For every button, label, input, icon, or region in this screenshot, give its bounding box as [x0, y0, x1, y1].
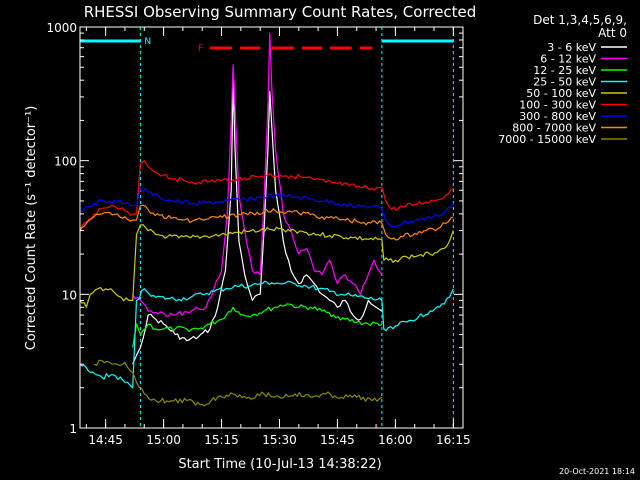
legend-label-3: 25 - 50 keV [533, 76, 596, 89]
series-line-7 [79, 204, 454, 241]
series-line-1 [132, 32, 383, 317]
footer-timestamp: 20-Oct-2021 18:14 [559, 467, 635, 476]
legend-label-5: 100 - 300 keV [519, 99, 596, 112]
plot-area: N F 1 10 100 1000 14:45 15:00 15:15 15:30 15:45 16:… [46, 21, 470, 447]
x-tick-label: 14:45 [88, 433, 123, 447]
legend-label-1: 6 - 12 keV [540, 53, 596, 66]
series-line-6 [79, 187, 454, 228]
detector-info: Det 1,3,4,5,6,9, [533, 13, 627, 27]
series-line-3 [79, 280, 454, 389]
y-axis-label: Corrected Count Rate (s⁻¹ detector⁻¹) [24, 106, 39, 351]
legend-label-7: 800 - 7000 keV [512, 122, 596, 135]
x-tick-label: 16:00 [378, 433, 413, 447]
y-tick-label: 1 [69, 422, 77, 436]
legend-label-4: 50 - 100 keV [526, 87, 596, 100]
y-tick-label: 1000 [46, 21, 77, 35]
x-axis-label: Start Time (10-Jul-13 14:38:22) [178, 457, 381, 472]
plot-frame [79, 26, 464, 429]
legend-label-2: 12 - 25 keV [533, 64, 596, 77]
attenuator-info: Att 0 [598, 26, 627, 40]
series-line-4 [79, 224, 454, 308]
legend-label-8: 7000 - 15000 keV [498, 133, 596, 146]
x-tick-label: 16:15 [436, 433, 471, 447]
night-marker-label: N [144, 37, 151, 47]
legend-label-0: 3 - 6 keV [547, 41, 596, 54]
y-tick-label: 10 [62, 288, 77, 302]
y-tick-label: 100 [54, 155, 77, 169]
x-tick-label: 15:30 [262, 433, 297, 447]
series-line-8 [93, 359, 383, 407]
series-line-0 [132, 79, 383, 365]
series-line-2 [132, 303, 383, 348]
series-line-5 [79, 160, 454, 231]
x-tick-label: 15:15 [204, 433, 239, 447]
flare-marker-label: F [198, 44, 203, 54]
legend-label-6: 300 - 800 keV [519, 110, 596, 123]
x-tick-label: 15:45 [320, 433, 355, 447]
x-tick-label: 15:00 [146, 433, 181, 447]
chart-title: RHESSI Observing Summary Count Rates, Co… [84, 3, 477, 21]
